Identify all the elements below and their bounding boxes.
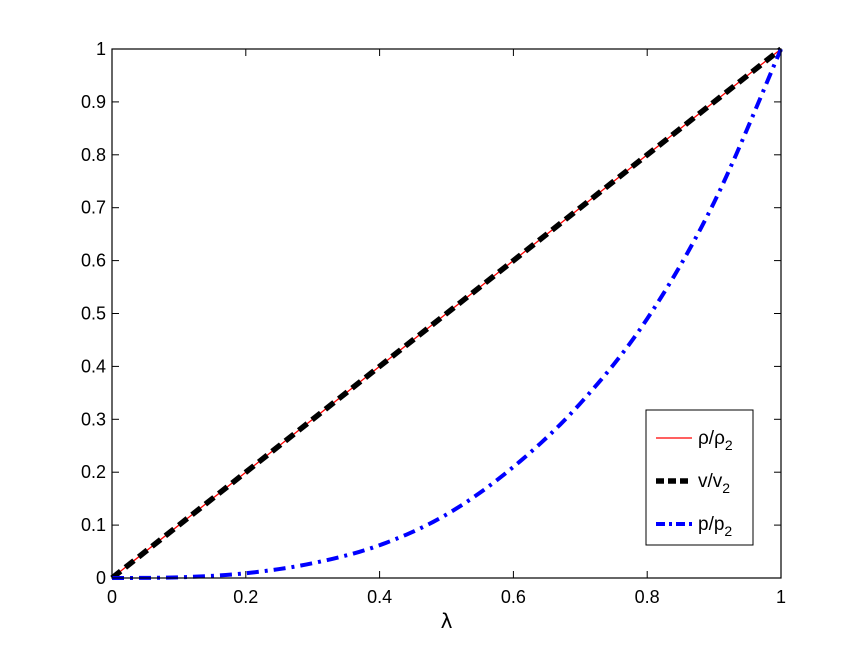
legend-label-2: v/v2 xyxy=(698,471,730,496)
y-tick-label: 0.9 xyxy=(81,92,106,112)
y-tick-label: 0 xyxy=(96,568,106,588)
y-tick-label: 0.5 xyxy=(81,304,106,324)
series-line-2 xyxy=(110,46,783,581)
x-axis-label: λ xyxy=(441,609,453,633)
ticks-layer: 0 0.2 0.4 0.6 0.8 1 0 0.1 0.2 0.3 0.4 0.5 0.6 0.7 0.8 0… xyxy=(81,39,786,607)
legend-label-1: ρ/ρ2 xyxy=(698,428,733,453)
x-tick-label: 0.2 xyxy=(233,587,258,607)
y-tick-label: 0.2 xyxy=(81,462,106,482)
y-tick-label: 0.4 xyxy=(81,356,106,376)
y-tick-label: 0.6 xyxy=(81,251,106,271)
y-tick-label: 0.8 xyxy=(81,145,106,165)
series-layer xyxy=(110,46,783,581)
series-line-3 xyxy=(111,48,783,580)
x-tick-label: 1 xyxy=(776,587,786,607)
x-tick-label: 0.4 xyxy=(367,587,392,607)
x-tick-label: 0.8 xyxy=(635,587,660,607)
x-tick-label: 0 xyxy=(107,587,117,607)
y-tick-label: 0.7 xyxy=(81,198,106,218)
legend-label-3: p/p2 xyxy=(698,514,732,539)
y-tick-label: 0.3 xyxy=(81,409,106,429)
y-tick-label: 0.1 xyxy=(81,515,106,535)
legend: ρ/ρ2 v/v2 p/p2 xyxy=(645,409,754,546)
x-tick-label: 0.6 xyxy=(501,587,526,607)
y-tick-label: 1 xyxy=(96,39,106,59)
